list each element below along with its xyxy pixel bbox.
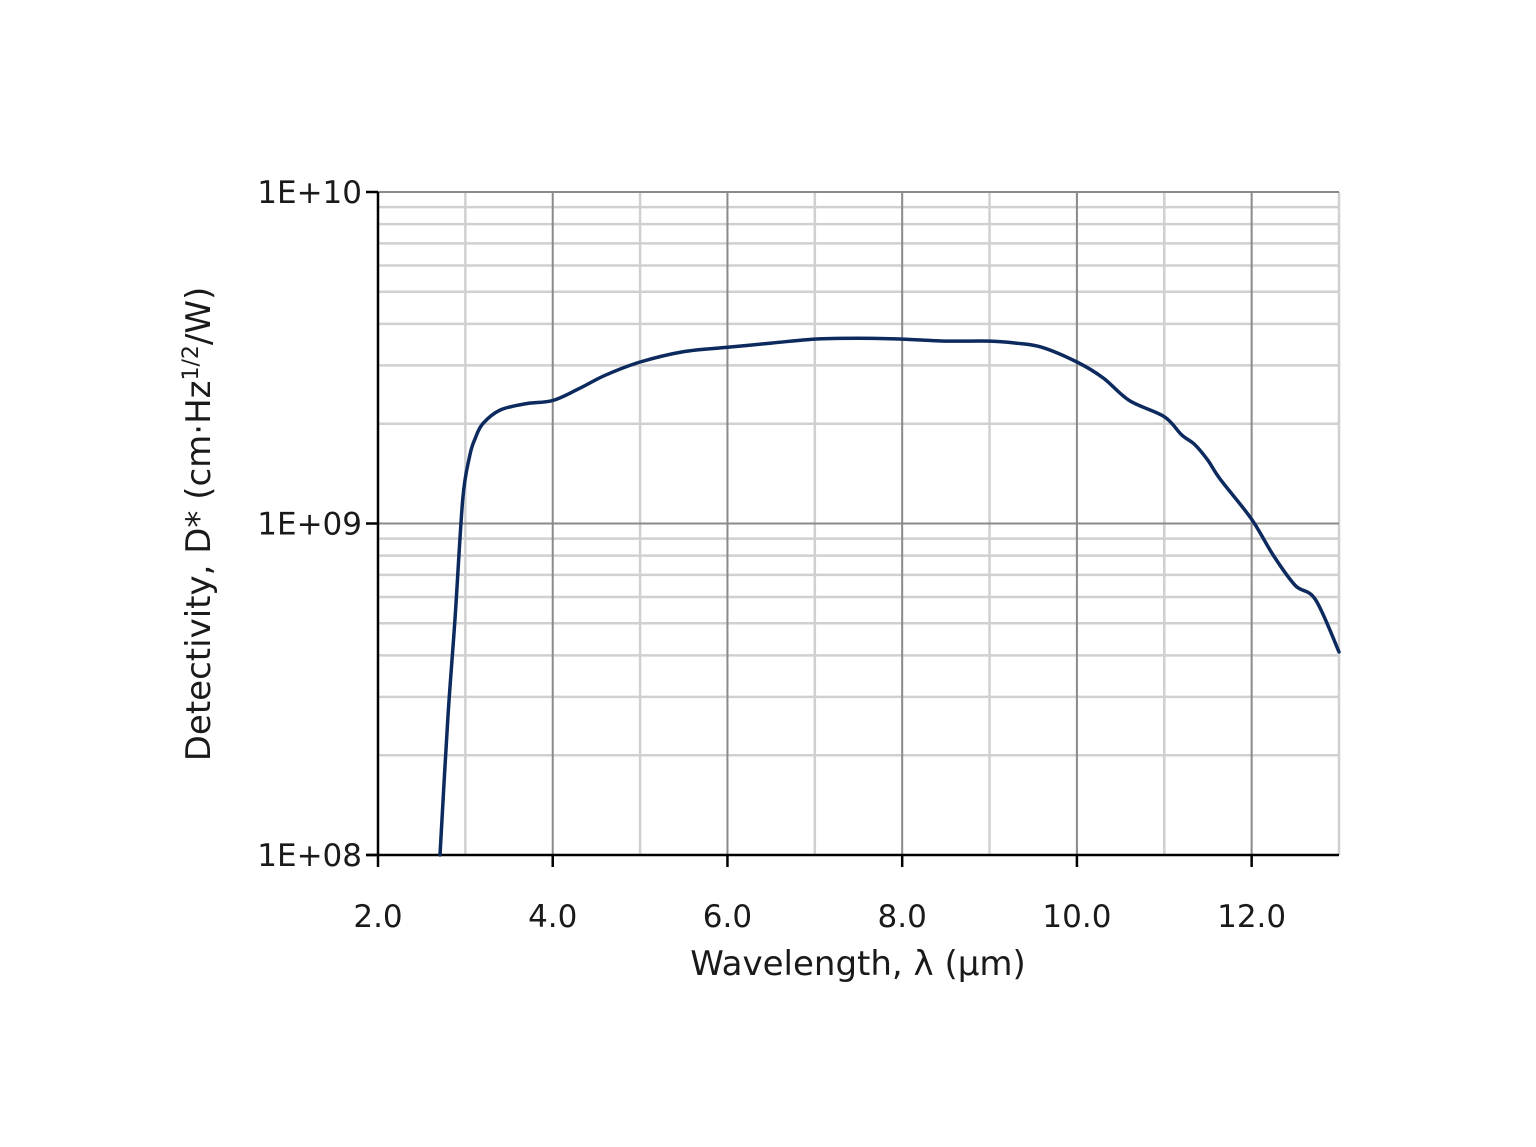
- grid-major: [378, 191, 1339, 855]
- x-tick-label: 2.0: [353, 899, 402, 935]
- x-tick-label: 12.0: [1217, 899, 1286, 935]
- x-tick-labels: 2.0 4.0 6.0 8.0 10.0 12.0: [353, 899, 1286, 935]
- y-axis-title-end: /W): [179, 287, 219, 345]
- x-tick-label: 8.0: [878, 899, 927, 935]
- y-tick-label: 1E+08: [257, 838, 362, 874]
- y-tick-label: 1E+09: [257, 507, 362, 543]
- data-line: [438, 336, 1341, 857]
- x-axis-title: Wavelength, λ (µm): [690, 944, 1026, 984]
- x-tick-label: 10.0: [1042, 899, 1111, 935]
- y-tick-label: 1E+10: [257, 175, 362, 211]
- y-axis-title-main: Detectivity, D* (cm·Hz: [179, 381, 219, 762]
- axes: [366, 190, 1339, 867]
- x-tick-label: 4.0: [528, 899, 577, 935]
- y-axis-title: Detectivity, D* (cm·Hz1/2/W): [179, 287, 219, 762]
- y-axis-title-sup: 1/2: [179, 345, 204, 380]
- x-tick-label: 6.0: [703, 899, 752, 935]
- y-tick-labels: 1E+08 1E+09 1E+10: [257, 175, 362, 874]
